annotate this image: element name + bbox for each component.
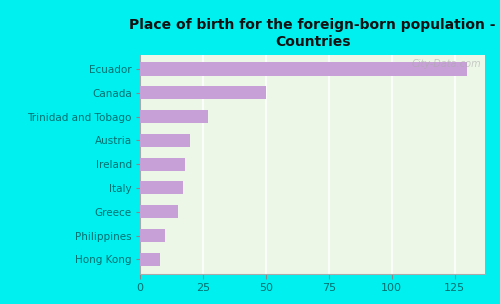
Bar	[140, 253, 160, 266]
Bar	[140, 134, 190, 147]
Bar	[140, 110, 208, 123]
Title: Place of birth for the foreign-born population -
Countries: Place of birth for the foreign-born popu…	[129, 18, 496, 49]
Text: City-Data.com: City-Data.com	[412, 59, 482, 69]
Bar	[140, 157, 186, 171]
Bar	[140, 229, 165, 242]
Bar	[140, 86, 266, 99]
Bar	[140, 181, 183, 195]
Bar	[140, 62, 468, 75]
Bar	[140, 205, 178, 218]
